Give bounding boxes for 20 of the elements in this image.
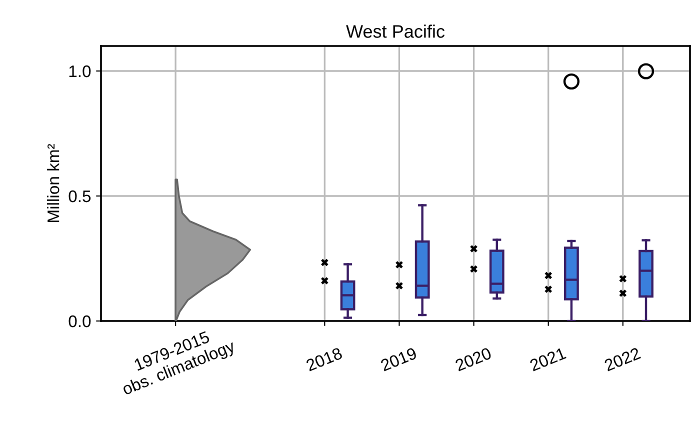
point <box>544 286 552 293</box>
y-tick-label: 0.5 <box>68 190 91 202</box>
x-tick-label: 2018 <box>306 347 343 372</box>
point <box>320 277 328 284</box>
y-tick-label: 0.0 <box>68 315 91 328</box>
x-tick-label: 2020 <box>454 347 492 372</box>
y-axis-title: Million km² <box>47 144 60 222</box>
point <box>619 275 627 282</box>
point <box>544 272 552 280</box>
point <box>396 261 403 268</box>
y-tick-label: 1.0 <box>69 65 91 78</box>
point <box>320 258 328 266</box>
point <box>396 282 403 290</box>
point <box>470 265 478 273</box>
chart-title: West Pacific <box>346 24 445 38</box>
x-tick-label: 2022 <box>604 347 641 372</box>
point <box>470 245 478 252</box>
x-tick-label: 2019 <box>380 347 418 372</box>
x-tick-label: 2021 <box>529 347 566 372</box>
point <box>619 290 627 297</box>
